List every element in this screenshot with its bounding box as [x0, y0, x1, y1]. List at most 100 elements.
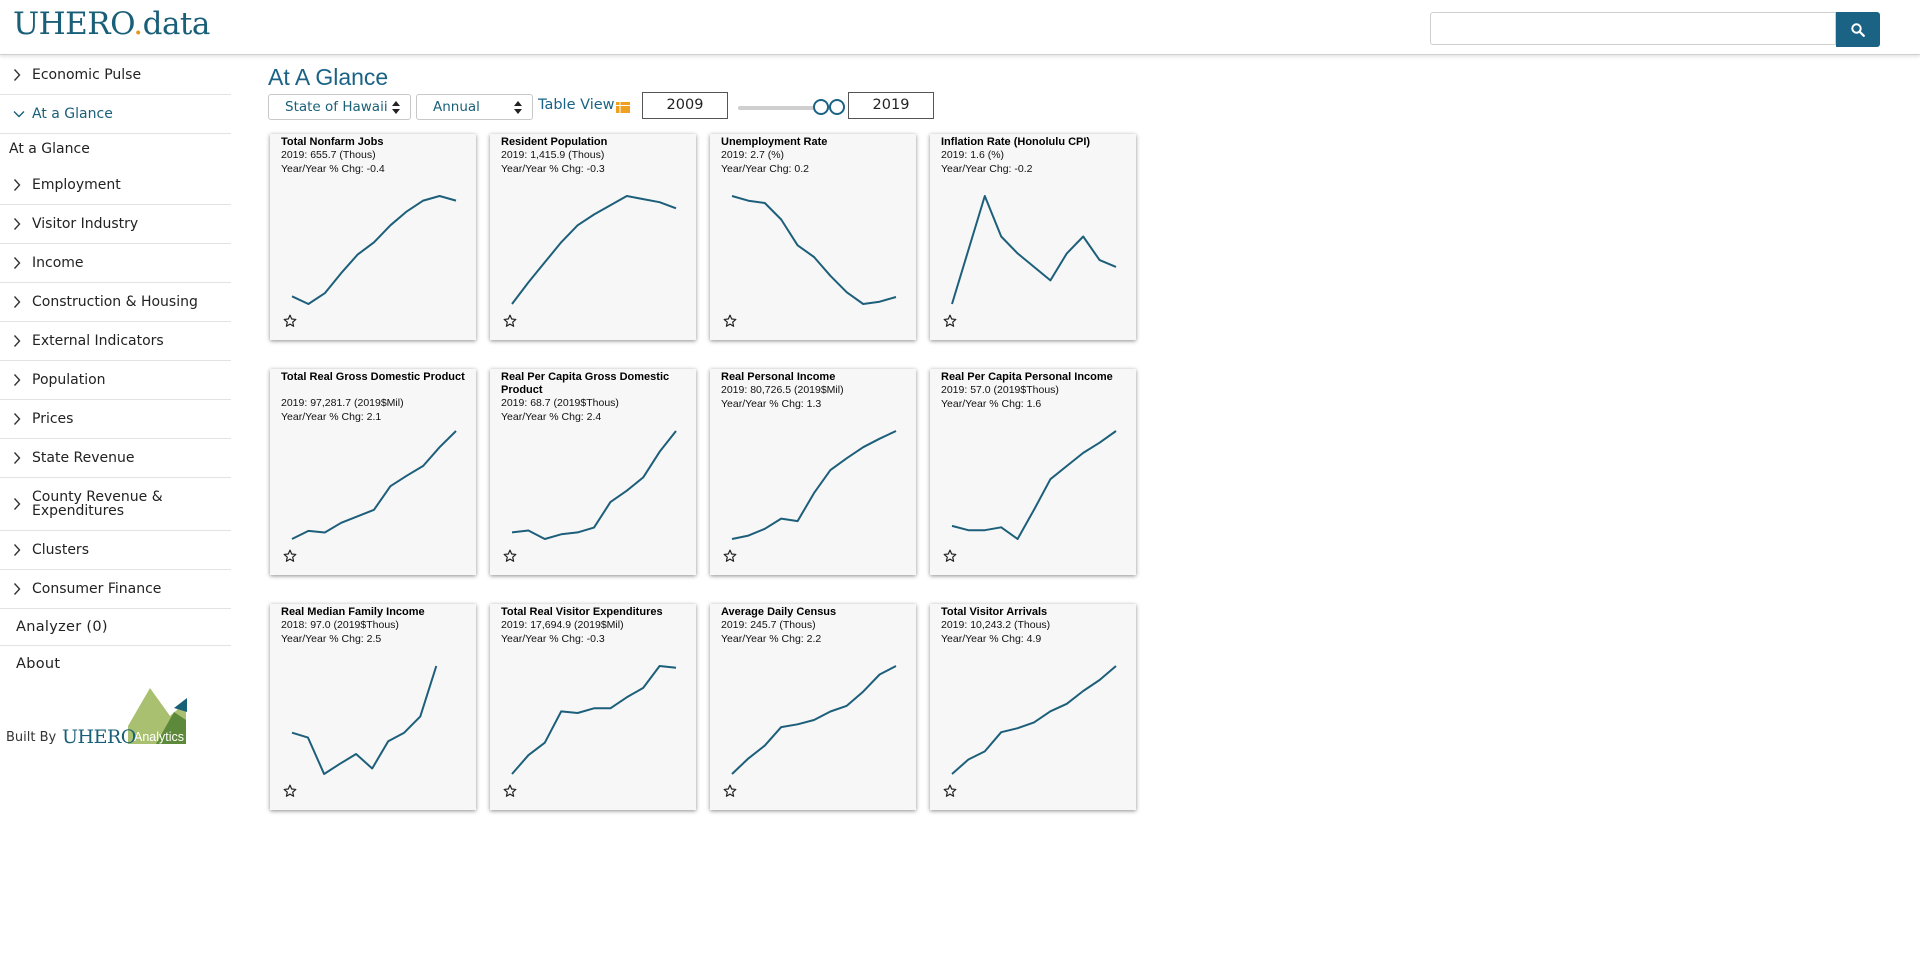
card-title[interactable]: Real Per Capita Gross Domestic Product [501, 371, 670, 396]
sparkline-chart[interactable] [930, 369, 1136, 575]
geography-select[interactable]: State of Hawaii [268, 94, 411, 120]
star-icon[interactable] [723, 314, 737, 328]
sparkline-series-line [951, 195, 1117, 305]
slider-start-handle[interactable] [813, 99, 829, 115]
star-icon[interactable] [723, 784, 737, 798]
star-icon[interactable] [503, 784, 517, 798]
sparkline-series-line [511, 430, 677, 540]
card-title[interactable]: Real Median Family Income [281, 606, 425, 618]
sidebar-item-at-a-glance[interactable]: At a Glance [0, 95, 231, 134]
search-button[interactable] [1836, 12, 1880, 47]
brand-text: UHERO [62, 726, 136, 748]
sparkline-chart[interactable] [490, 134, 696, 340]
sidebar-item-income[interactable]: Income [0, 244, 231, 283]
sidebar-item-visitor-industry[interactable]: Visitor Industry [0, 205, 231, 244]
end-year-input[interactable]: 2019 [848, 92, 934, 119]
series-card-total-real-visitor-expenditures[interactable]: Total Real Visitor Expenditures 2019: 17,… [490, 604, 696, 810]
sidebar-item-label: County Revenue & Expenditures [32, 489, 163, 519]
series-card-real-personal-income[interactable]: Real Personal Income 2019: 80,726.5 (2019… [710, 369, 916, 575]
sparkline-chart[interactable] [490, 604, 696, 810]
sparkline-chart[interactable] [270, 134, 476, 340]
sidebar-item-clusters[interactable]: Clusters [0, 531, 231, 570]
card-title[interactable]: Total Real Visitor Expenditures [501, 606, 663, 618]
card-yoy-change: Year/Year % Chg: 1.6 [941, 398, 1042, 410]
sidebar-item-population[interactable]: Population [0, 361, 231, 400]
sparkline-chart[interactable] [270, 604, 476, 810]
sidebar-item-about[interactable]: About [0, 646, 231, 682]
uhero-data-logo[interactable]: UHERO.data [13, 6, 210, 42]
star-icon[interactable] [943, 784, 957, 798]
sidebar-item-prices[interactable]: Prices [0, 400, 231, 439]
card-title[interactable]: Inflation Rate (Honolulu CPI) [941, 136, 1091, 148]
series-card-real-per-capita-personal-income[interactable]: Real Per Capita Personal Income 2019: 57.… [930, 369, 1136, 575]
sidebar-item-external-indicators[interactable]: External Indicators [0, 322, 231, 361]
card-title[interactable]: Average Daily Census [721, 606, 837, 618]
star-icon[interactable] [723, 549, 737, 563]
uhero-analytics-logo[interactable]: UHERO Analytics [62, 686, 192, 748]
sidebar-item-economic-pulse[interactable]: Economic Pulse [0, 56, 231, 95]
sidebar-item-state-revenue[interactable]: State Revenue [0, 439, 231, 478]
card-title[interactable]: Unemployment Rate [721, 136, 828, 148]
header: UHERO.data [0, 0, 1920, 55]
sidebar-item-consumer-finance[interactable]: Consumer Finance [0, 570, 231, 609]
chevron-right-icon [13, 179, 21, 191]
card-yoy-change: Year/Year % Chg: -0.3 [501, 163, 605, 175]
sidebar-item-label: Consumer Finance [32, 581, 162, 597]
star-icon[interactable] [503, 314, 517, 328]
card-title[interactable]: Real Per Capita Personal Income [941, 371, 1113, 383]
star-icon[interactable] [943, 314, 957, 328]
sidebar-item-label: Construction & Housing [32, 294, 198, 310]
search-input[interactable] [1430, 12, 1836, 45]
card-title[interactable]: Total Nonfarm Jobs [281, 136, 384, 148]
sparkline-chart[interactable] [710, 134, 916, 340]
star-icon[interactable] [283, 784, 297, 798]
sparkline-chart[interactable] [490, 369, 696, 575]
card-title[interactable]: Total Visitor Arrivals [941, 606, 1048, 618]
star-icon[interactable] [283, 314, 297, 328]
series-card-total-real-gross-domestic-product[interactable]: Total Real Gross Domestic Product 2019: 9… [270, 369, 476, 575]
star-icon[interactable] [503, 549, 517, 563]
sparkline-chart[interactable] [930, 134, 1136, 340]
series-card-real-per-capita-gross-domestic-product[interactable]: Real Per Capita Gross Domestic Product 20… [490, 369, 696, 575]
about-label: About [16, 656, 61, 672]
sidebar-item-label: Economic Pulse [32, 67, 142, 83]
card-latest-value: 2019: 1.6 (%) [941, 149, 1005, 161]
sidebar-subitem-at-a-glance[interactable]: At a Glance [0, 134, 231, 166]
series-card-total-nonfarm-jobs[interactable]: Total Nonfarm Jobs 2019: 655.7 (Thous) Yea… [270, 134, 476, 340]
card-yoy-change: Year/Year % Chg: 2.4 [501, 411, 602, 423]
chevron-right-icon [13, 374, 21, 386]
year-range-slider[interactable] [738, 106, 838, 110]
star-icon[interactable] [943, 549, 957, 563]
sidebar-item-label: Prices [32, 411, 74, 427]
card-title[interactable]: Total Real Gross Domestic Product [281, 371, 465, 383]
series-card-real-median-family-income[interactable]: Real Median Family Income 2018: 97.0 (201… [270, 604, 476, 810]
sidebar-item-county-revenue[interactable]: County Revenue & Expenditures [0, 478, 231, 531]
card-title[interactable]: Resident Population [501, 136, 608, 148]
card-title[interactable]: Real Personal Income [721, 371, 836, 383]
sidebar-item-analyzer[interactable]: Analyzer (0) [0, 609, 231, 646]
sidebar-item-construction-housing[interactable]: Construction & Housing [0, 283, 231, 322]
sidebar-item-label: Visitor Industry [32, 216, 139, 232]
frequency-select[interactable]: Annual [416, 94, 533, 120]
sidebar-item-employment[interactable]: Employment [0, 166, 231, 205]
card-latest-value: 2018: 97.0 (2019$Thous) [281, 619, 399, 631]
series-card-total-visitor-arrivals[interactable]: Total Visitor Arrivals 2019: 10,243.2 (Th… [930, 604, 1136, 810]
mountain-logo-icon [128, 688, 187, 744]
series-card-resident-population[interactable]: Resident Population 2019: 1,415.9 (Thous)… [490, 134, 696, 340]
start-year-input[interactable]: 2009 [642, 92, 728, 119]
sidebar-item-label: Clusters [32, 542, 89, 558]
series-card-unemployment-rate[interactable]: Unemployment Rate 2019: 2.7 (%) Year/Year … [710, 134, 916, 340]
slider-end-handle[interactable] [829, 99, 845, 115]
series-card-average-daily-census[interactable]: Average Daily Census 2019: 245.7 (Thous) Y… [710, 604, 916, 810]
sparkline-chart[interactable] [930, 604, 1136, 810]
table-view-link[interactable]: Table View [538, 97, 615, 113]
sidebar-item-label: External Indicators [32, 333, 164, 349]
sparkline-chart[interactable] [270, 369, 476, 575]
sparkline-chart[interactable] [710, 604, 916, 810]
table-icon[interactable] [616, 102, 630, 113]
sparkline-chart[interactable] [710, 369, 916, 575]
series-card-inflation-rate-honolulu-cpi[interactable]: Inflation Rate (Honolulu CPI) 2019: 1.6 (… [930, 134, 1136, 340]
card-yoy-change: Year/Year Chg: -0.2 [941, 163, 1033, 175]
frequency-select-value: Annual [433, 99, 480, 115]
star-icon[interactable] [283, 549, 297, 563]
